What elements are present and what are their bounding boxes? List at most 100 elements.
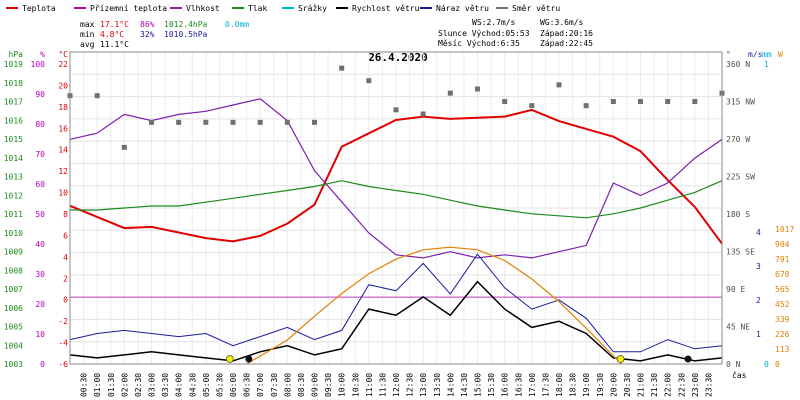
humidity-axis-tick: 90 [35,90,45,99]
solar-axis-tick: 791 [775,255,790,264]
temperature-axis-tick: 18 [58,103,68,112]
x-tick-label: 01:00 [93,373,102,397]
wind-direction-point [393,107,399,113]
pressure-axis-unit: hPa [9,50,24,59]
grid [70,51,722,365]
x-tick-label: 07:00 [256,373,265,397]
x-tick-label: 11:00 [365,373,374,397]
x-tick-label: 20:00 [609,373,618,397]
stat-max-label: max [80,20,95,29]
stat-min-label: min [80,30,95,39]
humidity-axis-tick: 80 [35,120,45,129]
direction-axis-tick: 315 NW [726,98,755,107]
pressure-axis-tick: 1009 [4,248,23,257]
temperature-axis-tick: 12 [58,167,68,176]
x-tick-label: 00:30 [80,373,89,397]
humidity-axis-unit: % [40,50,45,59]
rain-axis-tick: 1 [764,60,769,69]
x-tick-label: 13:00 [419,373,428,397]
wind-axis-tick: 4 [756,228,761,237]
rain-axis-tick: 0 [764,360,769,369]
temperature-axis-tick: 20 [58,81,68,90]
x-tick-label: 01:30 [107,373,116,397]
direction-axis-unit: ° [726,50,731,59]
series-line [69,280,723,362]
wind-direction-point [610,99,616,104]
temperature-axis-unit: °C [58,50,68,59]
humidity-axis-tick: 40 [35,240,45,249]
wind-direction-point [529,103,535,109]
direction-axis-tick: 360 N [726,60,750,69]
x-tick-label: 20:30 [623,373,632,397]
solar-axis-tick: 339 [775,315,790,324]
temperature-axis-tick: 22 [58,60,68,69]
wind-wg: WG:3.6m/s [540,18,584,27]
sun-rise: Slunce Východ:05:53 [438,29,530,38]
solar-axis-tick: 1017 [775,225,794,234]
wind-axis-tick: 2 [756,296,761,305]
sun-marker [225,355,234,363]
solar-axis-tick: 678 [775,270,790,279]
pressure-axis-tick: 1017 [4,98,23,107]
moon-set: Západ:22:45 [540,39,593,48]
stat-avg-temp: 11.1°C [100,40,129,49]
temperature-axis-tick: 4 [63,253,68,262]
x-tick-label: 16:00 [501,373,510,397]
direction-axis-tick: 135 SE [726,248,755,257]
wind-direction-point [420,111,426,117]
wind-direction-point [149,119,154,125]
temperature-axis-tick: 8 [63,210,68,219]
series-line [69,253,723,353]
stat-max-temp: 17.1°C [100,20,129,29]
direction-axis-tick: 225 SW [726,173,755,182]
temperature-axis-tick: -2 [58,317,68,326]
x-tick-label: 06:00 [229,373,238,397]
wind-axis-tick: 3 [756,262,761,271]
series-layer [67,65,725,365]
pressure-axis-tick: 1014 [4,154,23,163]
sun-set: Západ:20:16 [540,29,593,38]
pressure-axis-tick: 1015 [4,135,23,144]
solar-axis-tick: 0 [775,360,780,369]
temperature-axis-tick: 6 [63,231,68,240]
legend-label: Rychlost větru [352,4,420,13]
stat-min-press: 1010.5hPa [164,30,208,39]
wind-ws: WS:2.7m/s [472,18,516,27]
x-tick-label: 09:00 [311,373,320,397]
temperature-axis-tick: 10 [58,189,68,198]
moon-marker [684,355,692,363]
wind-direction-point [94,93,100,99]
x-tick-label: 23:00 [691,373,700,397]
legend-label: Vlhkost [186,4,220,13]
humidity-axis-tick: 70 [35,150,45,159]
pressure-axis-tick: 1018 [4,79,23,88]
humidity-axis-tick: 100 [31,60,46,69]
solar-axis-tick: 452 [775,300,790,309]
temperature-axis-tick: -4 [58,339,68,348]
temperature-axis-tick: 14 [58,146,68,155]
x-tick-label: 14:30 [460,373,469,397]
x-tick-label: 21:30 [650,373,659,397]
humidity-axis-tick: 10 [35,330,45,339]
moon-rise: Měsíc Východ:6:35 [438,39,520,48]
legend-label: Směr větru [512,4,560,13]
plot-frame [69,51,723,365]
x-tick-label: 15:30 [487,373,496,397]
pressure-axis-tick: 1004 [4,341,23,350]
wind-direction-point [176,119,182,125]
solar-axis-tick: 113 [775,345,790,354]
stat-min-temp: 4.8°C [100,30,124,39]
wind-direction-point [665,99,671,104]
stats-panel: max 17.1°C 86% 1012.4hPa 0.0mm min 4.8°C… [80,18,593,49]
wind-direction-point [475,86,480,92]
x-tick-label: 14:00 [446,373,455,397]
x-tick-label: 09:30 [324,373,333,397]
x-tick-label: 22:00 [664,373,673,397]
legend-label: Tlak [248,4,267,13]
x-tick-label: 17:30 [541,373,550,397]
direction-axis-tick: 270 W [726,135,750,144]
axes: 1019101810171016101510141013101210111010… [4,50,795,397]
stat-min-hum: 32% [140,30,155,39]
wind-direction-point [284,119,290,125]
solar-axis-tick: 226 [775,330,790,339]
